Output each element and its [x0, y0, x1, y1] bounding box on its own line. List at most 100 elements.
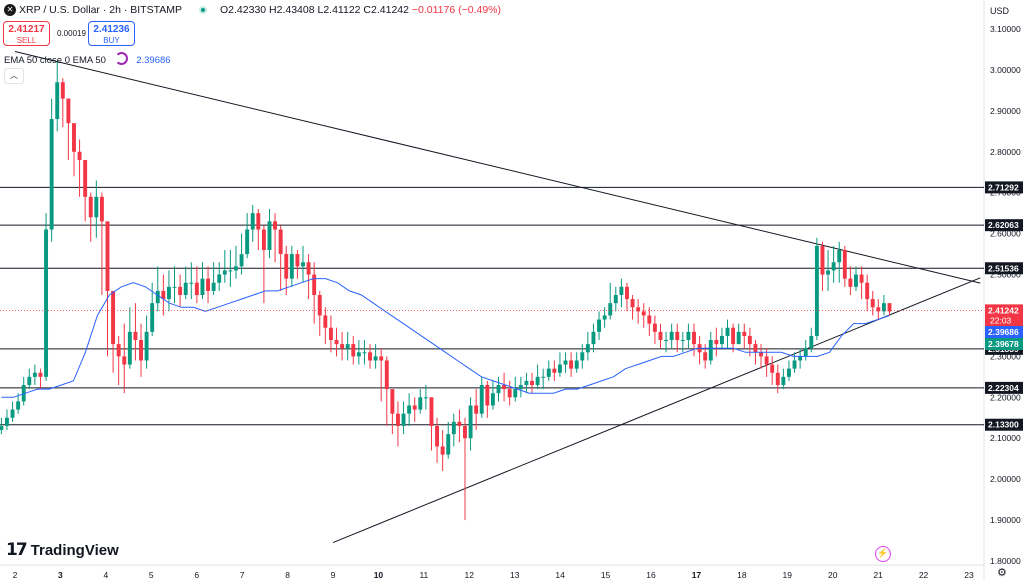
candle-body	[468, 405, 473, 439]
candle-body	[597, 319, 601, 332]
candle-body	[881, 303, 886, 312]
collapse-chevron-icon[interactable]: ︿	[4, 68, 24, 84]
price-tag-green	[985, 338, 1023, 350]
candle-body	[312, 274, 317, 295]
candle-body	[451, 421, 456, 435]
candle-body	[585, 344, 590, 353]
candle-body	[457, 421, 462, 426]
candle-body	[708, 340, 713, 361]
candle-body	[362, 352, 367, 354]
candle-body	[72, 123, 76, 152]
candle-body	[557, 364, 562, 373]
candle-body	[669, 331, 674, 341]
trendline-ascending	[332, 277, 981, 544]
candle-body	[865, 282, 870, 300]
candle-body	[83, 159, 88, 197]
candle-body	[122, 356, 127, 365]
candle-body	[552, 368, 557, 373]
price-tick-label: 3.10000	[990, 24, 1021, 34]
date-tick-label: 11	[419, 570, 428, 580]
candle-body	[32, 372, 37, 377]
price-tick-label: 2.30000	[990, 351, 1021, 361]
price-tag-ema	[985, 326, 1023, 338]
price-tick-label: 2.10000	[990, 433, 1021, 443]
ohlc-readout: O2.42330 H2.43408 L2.41122 C2.41242 −0.0…	[220, 4, 501, 16]
candle-body	[826, 270, 831, 275]
candle-body	[127, 331, 132, 365]
candle-body	[384, 360, 389, 390]
ema-settings-icon[interactable]	[114, 52, 128, 65]
candle-body	[831, 262, 836, 271]
candle-body	[502, 385, 507, 390]
candle-body	[686, 331, 691, 341]
candle-body	[345, 344, 350, 349]
candle-body	[647, 315, 652, 324]
candle-body	[66, 98, 71, 124]
candle-body	[764, 356, 769, 365]
candle-body	[736, 331, 741, 345]
buy-button[interactable]: 2.41236 BUY	[88, 21, 135, 46]
candle-body	[111, 290, 116, 345]
candle-body	[513, 389, 518, 398]
candle-body	[496, 385, 501, 394]
symbol-title[interactable]: XRP / U.S. Dollar · 2h · BITSTAMP	[19, 4, 182, 16]
date-tick-label: 2	[13, 570, 18, 580]
candle-body	[463, 425, 467, 439]
candle-body	[563, 360, 568, 365]
candle-body	[753, 344, 758, 353]
candle-body	[396, 413, 400, 426]
candle-body	[725, 327, 730, 336]
candle-body	[401, 413, 406, 426]
candle-body	[731, 327, 736, 345]
candle-body	[256, 213, 261, 230]
price-tag-last	[985, 304, 1023, 327]
date-tick-label: 16	[646, 570, 656, 580]
ema-legend[interactable]: EMA 50 close 0 EMA 50 2.39686	[4, 52, 171, 66]
date-tick-label: 5	[149, 570, 154, 580]
candle-body	[759, 352, 763, 357]
candle-body	[854, 274, 858, 287]
candle-body	[323, 315, 328, 328]
currency-label: USD	[990, 6, 1010, 16]
date-tick-label: 7	[240, 570, 245, 580]
candle-body	[412, 405, 417, 410]
snapshot-icon[interactable]: ⚡	[875, 546, 891, 562]
candle-body	[334, 340, 339, 345]
candle-body	[518, 385, 523, 390]
candle-body	[245, 229, 250, 255]
price-tag-label: 2.39678	[988, 339, 1019, 349]
level-price-tag	[985, 262, 1023, 275]
settings-icon[interactable]: ⚙	[997, 567, 1007, 579]
candle-body	[580, 352, 585, 361]
xrp-symbol-icon[interactable]: ✕	[4, 4, 16, 16]
candle-body	[150, 303, 155, 332]
candle-body	[435, 425, 440, 447]
tradingview-logo[interactable]: 17 TradingView	[6, 540, 119, 560]
candle-body	[781, 376, 786, 386]
price-tick-label: 2.60000	[990, 229, 1021, 239]
price-tag-label: 2.39686	[988, 327, 1019, 337]
candle-body	[116, 344, 121, 357]
candle-body	[474, 405, 479, 414]
candle-body	[206, 278, 210, 291]
ema-label: EMA 50 close 0 EMA 50	[4, 55, 106, 66]
candle-body	[49, 119, 54, 230]
candle-body	[591, 331, 596, 345]
candle-body	[641, 311, 646, 316]
candle-body	[21, 385, 26, 402]
price-tick-label: 1.80000	[990, 556, 1021, 566]
candle-body	[379, 356, 384, 361]
trendline-descending	[14, 51, 981, 284]
sell-label: SELL	[16, 36, 37, 45]
level-price-label: 2.71292	[988, 182, 1019, 192]
date-tick-label: 15	[601, 570, 611, 580]
sell-button[interactable]: 2.41217 SELL	[3, 21, 50, 46]
date-tick-label: 21	[873, 570, 883, 580]
candle-body	[440, 446, 445, 455]
candle-body	[139, 340, 143, 361]
tv-logo-mark: 17	[6, 540, 28, 560]
ema-value: 2.39686	[136, 55, 171, 66]
level-price-label: 2.22304	[988, 383, 1019, 393]
